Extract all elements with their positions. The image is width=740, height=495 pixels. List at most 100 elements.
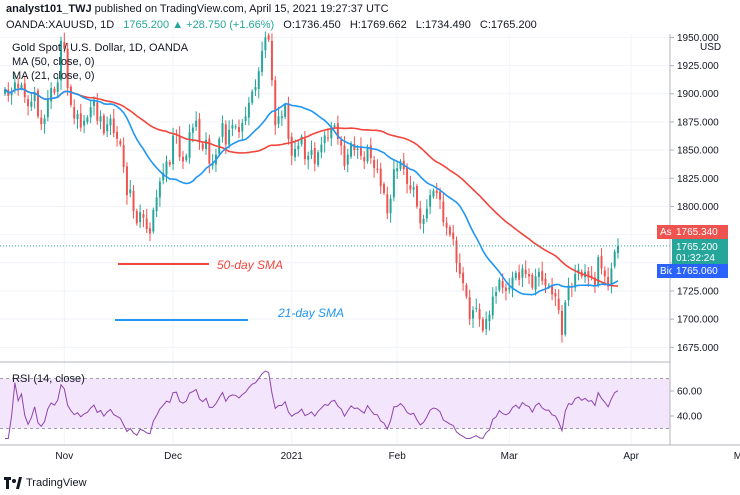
- time-axis[interactable]: Nov Dec 2021 Feb Mar Apr May: [55, 451, 740, 462]
- candle: [198, 112, 201, 150]
- candle-body: [238, 127, 240, 133]
- candle: [73, 99, 76, 125]
- candle-body: [472, 310, 474, 319]
- candle-body: [33, 92, 36, 101]
- author-name[interactable]: analyst101_TWJ: [6, 3, 92, 15]
- candle: [152, 207, 155, 234]
- candle-body: [369, 145, 372, 158]
- rsi-ticks: 60.00 40.00: [670, 387, 702, 423]
- candle-body: [376, 168, 379, 170]
- candle-body: [13, 82, 16, 90]
- candle-body: [537, 271, 540, 278]
- candle: [518, 264, 521, 286]
- candle-body: [409, 185, 412, 190]
- candle-body: [69, 86, 72, 106]
- candle-body: [112, 118, 115, 134]
- candle: [313, 142, 316, 172]
- candle-body: [343, 145, 346, 166]
- candle-body: [406, 167, 409, 184]
- candle-body: [455, 240, 458, 263]
- candle-body: [317, 152, 320, 165]
- candle-body: [524, 269, 527, 275]
- candle: [30, 92, 33, 111]
- candle-body: [475, 307, 478, 309]
- candle-body: [43, 118, 46, 125]
- price-tick-label: 1850.000: [677, 146, 719, 157]
- bid-label: Bid: [660, 266, 674, 277]
- candle-body: [165, 161, 168, 175]
- candle-body: [412, 187, 415, 190]
- candles: [4, 31, 619, 343]
- candle-body: [386, 194, 389, 214]
- price-change: 1765.200 ▲ +28.750 (+1.66%): [123, 19, 275, 31]
- candle: [277, 106, 280, 129]
- candle: [478, 303, 481, 327]
- candle-body: [168, 162, 171, 165]
- legend-ma21[interactable]: MA (21, close, 0): [12, 70, 95, 82]
- candle-body: [350, 143, 353, 157]
- candle: [300, 134, 303, 147]
- candle-body: [188, 132, 191, 158]
- candle-body: [531, 274, 534, 288]
- candle: [178, 126, 181, 161]
- candle: [241, 118, 244, 141]
- price-tick-label: 1950.000: [677, 33, 719, 44]
- symbol-label: OANDA:XAUUSD, 1D: [6, 19, 115, 31]
- candle: [320, 136, 323, 159]
- candle: [587, 267, 590, 287]
- chart-legend: Gold Spot / U.S. Dollar, 1D, OANDA MA (5…: [12, 42, 189, 82]
- candle-body: [158, 181, 161, 198]
- candle-body: [53, 88, 56, 93]
- legend-ma50[interactable]: MA (50, close, 0): [12, 56, 95, 68]
- candle: [386, 186, 389, 220]
- candle-body: [201, 143, 204, 149]
- ask-tag: Ask 1765.340: [657, 225, 728, 239]
- ma21-line: [4, 87, 619, 296]
- candle-body: [27, 99, 30, 107]
- candle: [534, 268, 537, 296]
- candle: [455, 236, 458, 273]
- candle: [445, 217, 448, 236]
- candle-body: [60, 40, 63, 81]
- rsi-title[interactable]: RSI (14, close): [12, 373, 85, 385]
- candle-body: [205, 139, 208, 149]
- candle-body: [274, 80, 277, 126]
- candle: [135, 208, 138, 226]
- candle-body: [132, 190, 135, 211]
- candle-body: [587, 271, 590, 278]
- candle-body: [468, 297, 471, 320]
- candle-body: [149, 228, 151, 234]
- candle-body: [96, 102, 99, 121]
- candle-body: [333, 125, 336, 127]
- last-price-bg: [672, 239, 728, 264]
- candle-body: [135, 210, 138, 224]
- candle-body: [488, 314, 491, 322]
- candle: [79, 103, 82, 132]
- candle: [472, 306, 474, 328]
- candle: [17, 77, 20, 96]
- candle-body: [221, 123, 224, 137]
- candle: [50, 82, 53, 110]
- candle-body: [613, 251, 616, 267]
- candle-body: [340, 140, 343, 146]
- candle: [419, 200, 422, 230]
- candle: [303, 130, 306, 165]
- tradingview-logo-icon: [4, 477, 22, 489]
- candle: [541, 261, 544, 285]
- candle: [584, 264, 587, 283]
- candle-body: [495, 292, 498, 296]
- candle: [392, 159, 395, 202]
- candle-body: [518, 272, 521, 280]
- candle: [465, 282, 468, 299]
- candle: [593, 271, 596, 294]
- price-axis[interactable]: USD 1950.000 1925.000 1900.000 1875.000 1850…: [657, 33, 728, 445]
- candle-body: [99, 116, 102, 122]
- price-tick-label: 1675.000: [677, 343, 719, 354]
- candle: [175, 129, 178, 144]
- close-value: C:1765.200: [479, 19, 537, 31]
- footer-brand[interactable]: TradingView: [26, 477, 87, 489]
- candle: [264, 31, 267, 58]
- candle-body: [264, 37, 267, 51]
- candle: [33, 86, 36, 109]
